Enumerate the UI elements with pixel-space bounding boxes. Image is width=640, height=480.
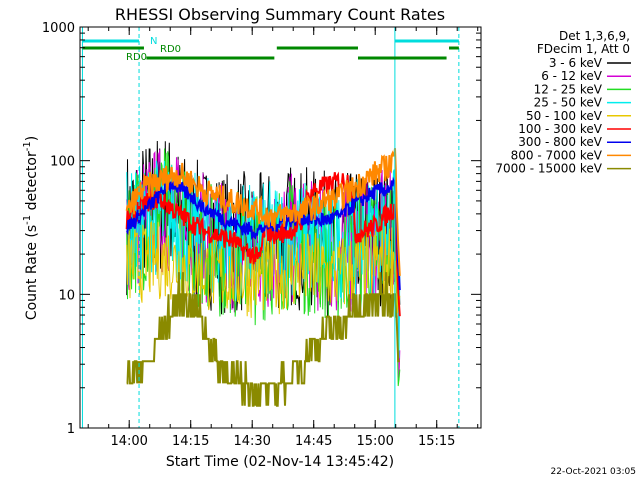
x-tick-label-3: 14:30 <box>233 434 270 449</box>
annotation-1: N <box>150 36 157 47</box>
y-tick-label-1: 1 <box>67 422 75 437</box>
legend-label-3: 12 - 25 keV <box>534 82 603 96</box>
legend-label-6: 100 - 300 keV <box>518 122 602 136</box>
series-layer <box>125 140 401 407</box>
y-tick-label-4: 1000 <box>42 21 75 36</box>
chart-title: RHESSI Observing Summary Count Rates <box>115 5 445 24</box>
annotation-2: RD0 <box>160 44 181 55</box>
plot-frame <box>79 26 482 429</box>
y-axis: 1 10 100 1000 <box>42 21 481 437</box>
x-axis-label: Start Time (02-Nov-14 13:45:42) <box>166 454 394 470</box>
series-line-7 <box>125 175 401 291</box>
legend-label-8: 800 - 7000 keV <box>511 148 603 162</box>
legend-header-line-1: Det 1,3,6,9, <box>559 29 630 43</box>
legend-label-9: 7000 - 15000 keV <box>495 162 602 176</box>
series-line-8 <box>125 148 401 276</box>
x-tick-label-6: 15:15 <box>418 434 455 449</box>
y-tick-label-2: 10 <box>58 288 75 303</box>
legend-header-line-2: FDecim 1, Att 0 <box>537 42 630 56</box>
legend-label-1: 3 - 6 keV <box>549 56 603 70</box>
x-tick-label-5: 15:00 <box>356 434 393 449</box>
x-tick-label-1: 14:00 <box>110 434 147 449</box>
series-line-4 <box>126 160 401 359</box>
series-line-9 <box>126 272 400 407</box>
y-axis-label: Count Rate (s-1 detector-1) <box>22 136 40 320</box>
legend-label-5: 50 - 100 keV <box>526 109 603 123</box>
legend-label-2: 6 - 12 keV <box>541 69 603 83</box>
x-tick-label-4: 14:45 <box>295 434 332 449</box>
series-line-5 <box>126 220 401 318</box>
legend-label-7: 300 - 800 keV <box>518 135 602 149</box>
legend: Det 1,3,6,9, FDecim 1, Att 0 3 - 6 keV6 … <box>495 29 631 176</box>
legend-label-4: 25 - 50 keV <box>534 96 603 110</box>
annotation-3: RD0 <box>126 52 147 63</box>
x-axis: 14:00 14:15 14:30 14:45 15:00 15:15 <box>87 27 479 449</box>
y-tick-label-3: 100 <box>50 155 75 170</box>
x-tick-label-2: 14:15 <box>172 434 209 449</box>
footer-date: 22-Oct-2021 03:05 <box>551 467 636 477</box>
